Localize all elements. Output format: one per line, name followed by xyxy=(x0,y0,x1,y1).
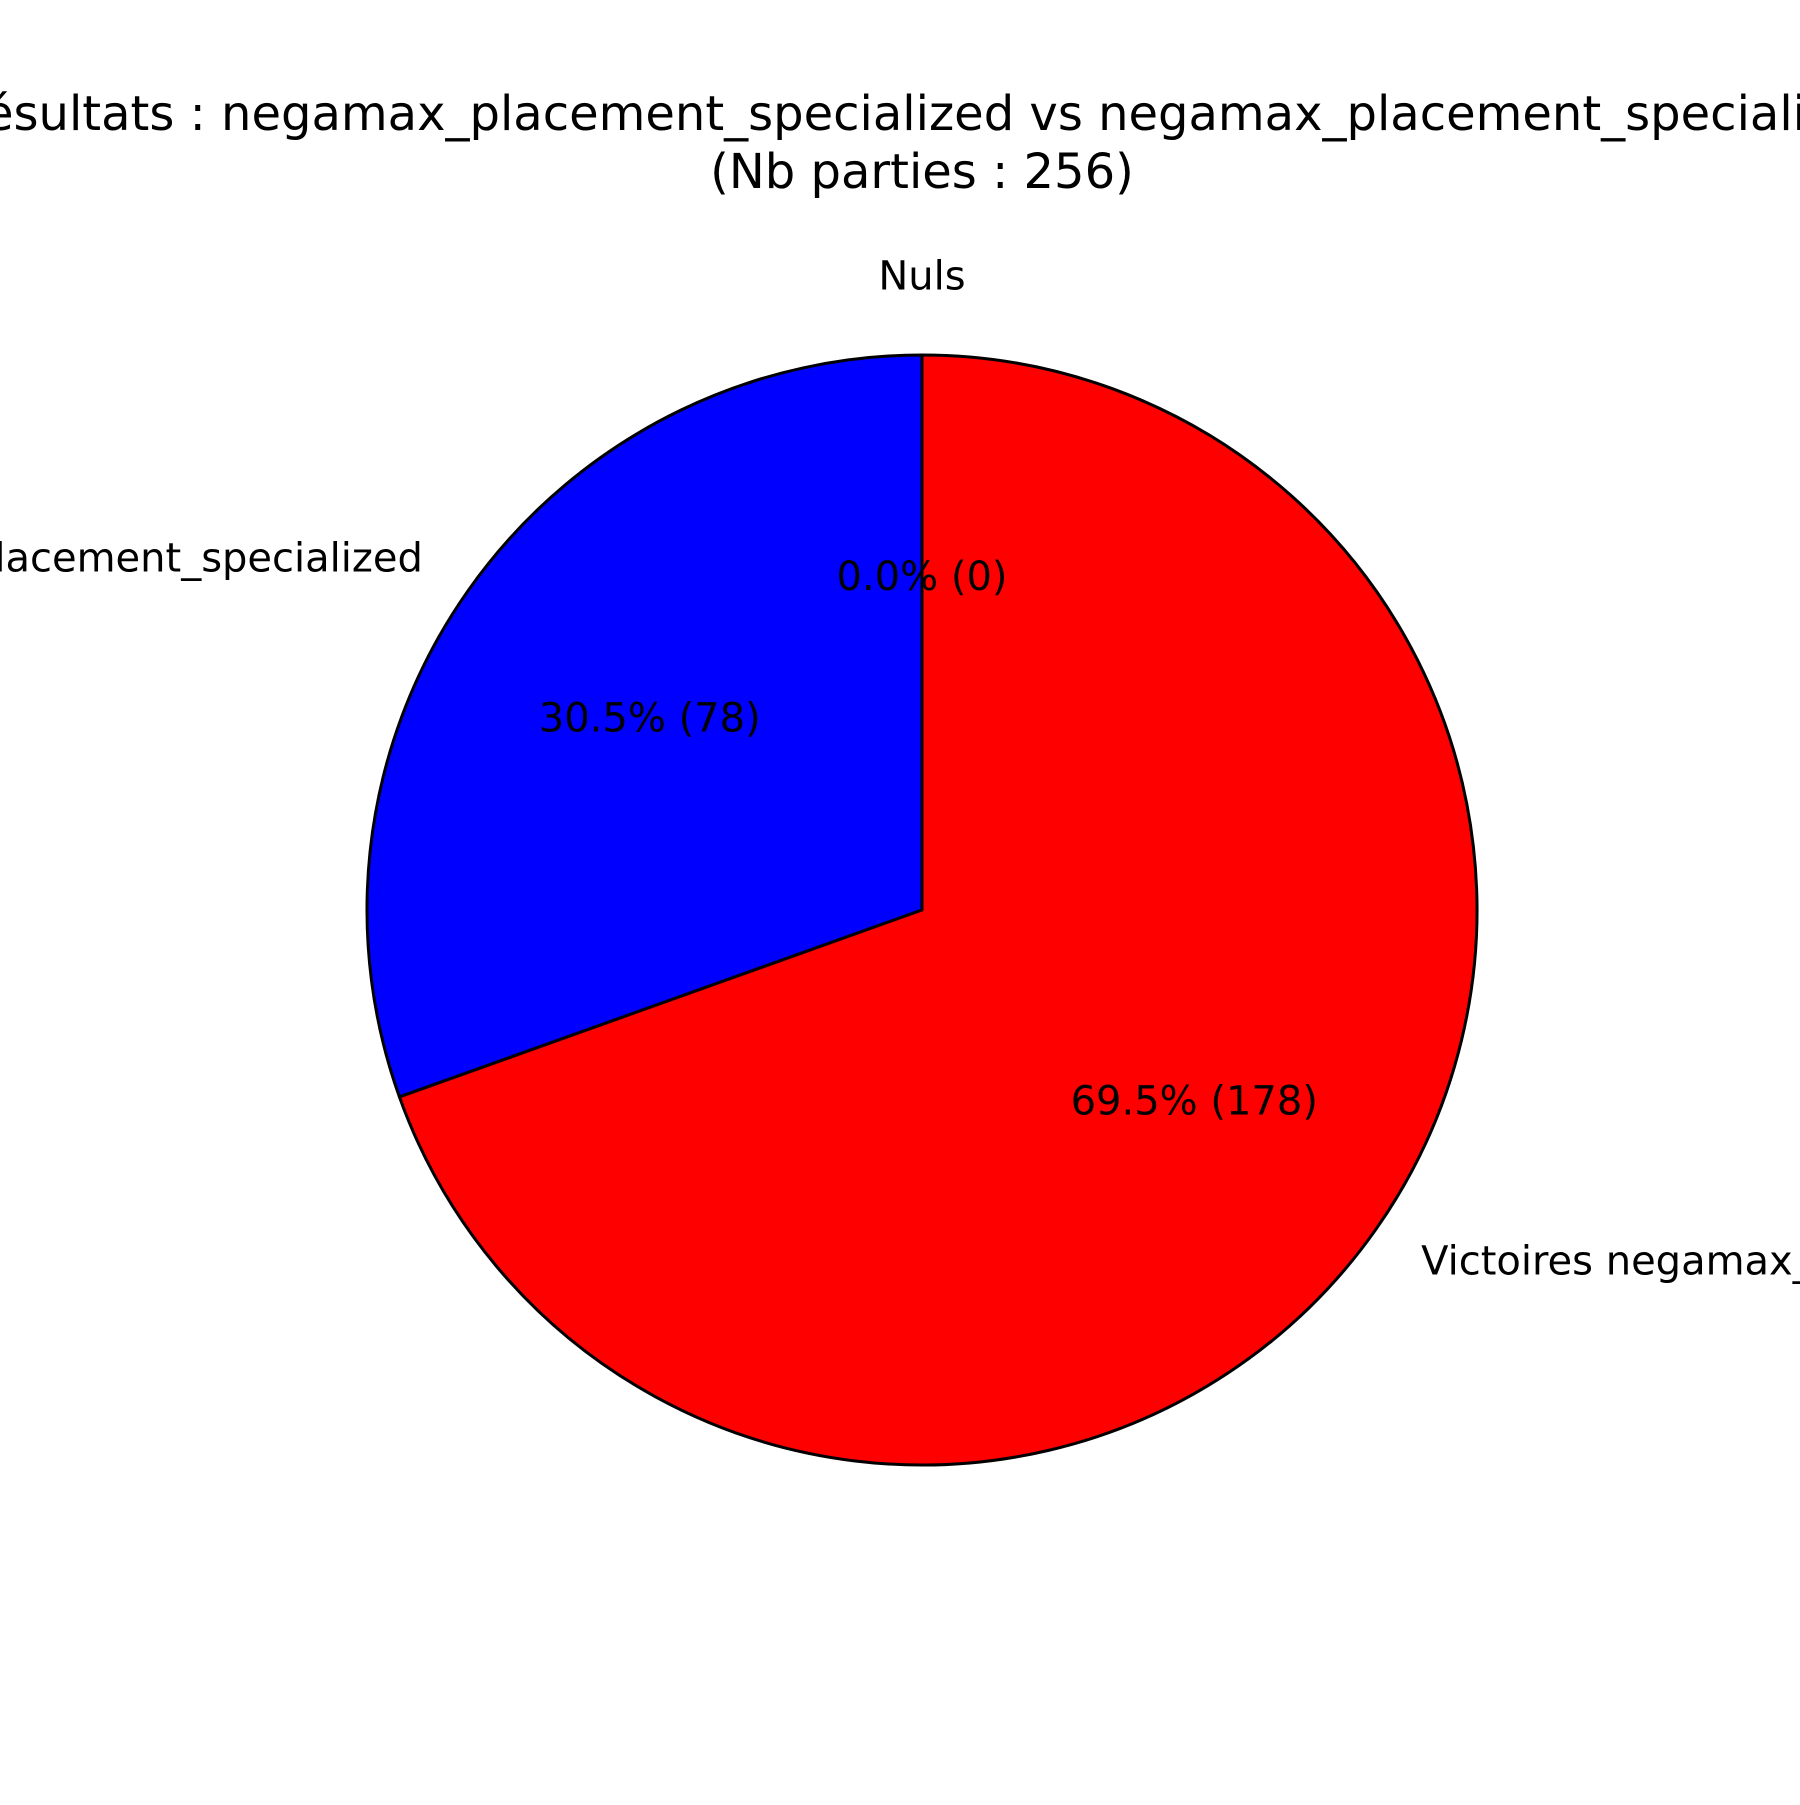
pie-slice-label: Victoires negamax_placement_specialized xyxy=(1421,1239,1800,1285)
chart-subtitle-line: (Nb parties : 256) xyxy=(710,144,1134,200)
pie-slice-label: Victoires negamax_placement_specialized xyxy=(0,535,423,581)
chart-title-line: Résultats : negamax_placement_specialize… xyxy=(0,86,1800,142)
pie-slice xyxy=(397,353,1479,1467)
chart-title: Résultats : negamax_placement_specialize… xyxy=(0,86,1800,200)
pie-slices xyxy=(365,353,1479,1467)
pie-slice-percent-label: 30.5% (78) xyxy=(539,695,761,741)
pie-slice-percent-label: 0.0% (0) xyxy=(837,554,1008,600)
pie-slice-percent-label: 69.5% (178) xyxy=(1071,1079,1318,1125)
pie-slice xyxy=(365,353,924,1099)
pie-slice-label: Nuls xyxy=(878,254,965,300)
pie-labels: Nuls 0.0% (0) Victoires negamax_placement_… xyxy=(0,254,1800,1285)
